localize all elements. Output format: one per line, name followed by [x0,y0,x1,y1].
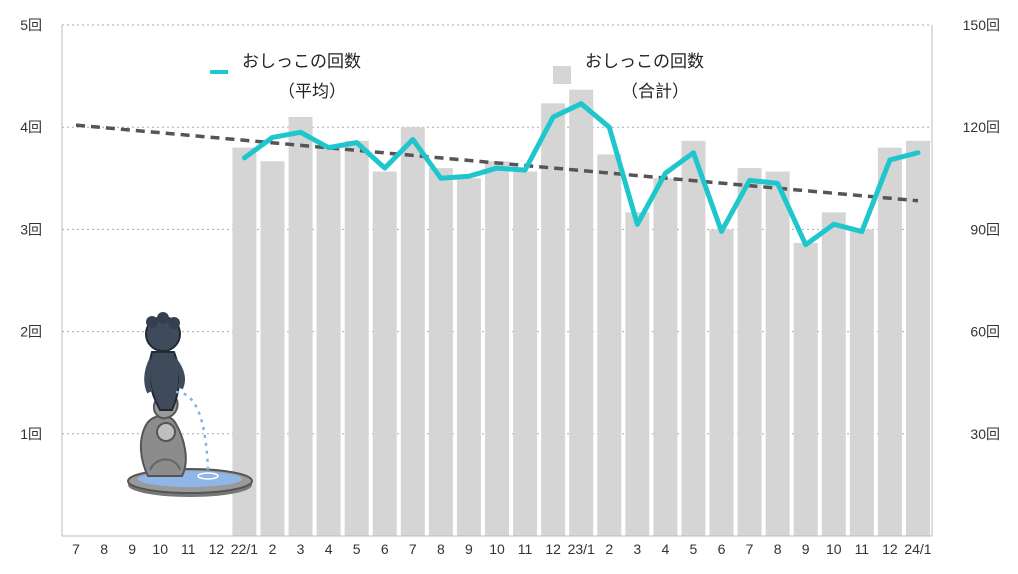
right-axis-ticks: 30回 60回 90回 120回 150回 [963,17,1000,442]
x-tick-label: 12 [882,541,898,557]
bar [625,212,650,536]
x-tick-label: 8 [437,541,445,557]
bar [485,161,509,536]
x-tick-label: 9 [128,541,136,557]
legend-line-swatch [210,70,228,74]
x-tick-label: 12 [209,541,225,557]
legend-bar-sublabel: （合計） [621,82,689,102]
legend-bar-label: おしっこの回数 [585,52,704,72]
manneken-pis-illustration [127,312,253,497]
left-tick-label: 3回 [20,221,42,237]
bar [569,89,594,536]
x-tick-label: 24/1 [904,541,931,557]
bar [541,103,566,536]
legend-bar-swatch [553,66,571,84]
x-tick-label: 8 [100,541,108,557]
axis-frame [61,25,933,537]
average-line-path [241,101,921,248]
x-tick-label: 11 [518,541,533,557]
bar [765,171,790,536]
x-tick-label: 10 [489,541,505,557]
x-tick-label: 3 [633,541,641,557]
x-tick-label: 2 [605,541,613,557]
x-tick-label: 3 [297,541,305,557]
bar [456,178,481,537]
x-tick-label: 9 [465,541,473,557]
x-tick-label: 7 [409,541,417,557]
legend-line-sublabel: （平均） [278,82,346,102]
bar [372,171,397,536]
left-axis-ticks: 1回 2回 3回 4回 5回 [20,17,42,442]
left-tick-label: 4回 [20,119,42,135]
trend-line-path [75,123,919,203]
bar [877,147,902,536]
x-tick-label: 11 [855,541,870,557]
legend: おしっこの回数 （平均） おしっこの回数 （合計） [210,52,704,102]
average-line [241,101,921,248]
x-tick-label: 11 [181,541,196,557]
right-tick-label: 60回 [970,324,1000,340]
bar [849,229,874,536]
bar [513,171,538,536]
right-tick-label: 150回 [963,17,1000,33]
x-tick-label: 6 [718,541,726,557]
bar [288,116,313,536]
bar [737,168,762,536]
bar [232,147,257,536]
legend-line-label: おしっこの回数 [242,52,361,72]
x-tick-label: 8 [774,541,782,557]
bar [597,154,622,536]
x-tick-label: 7 [72,541,80,557]
x-tick-label: 9 [802,541,810,557]
bar [428,168,453,536]
trend-line [75,123,919,203]
x-tick-label: 7 [746,541,754,557]
left-tick-label: 5回 [20,17,42,33]
bar [905,140,930,536]
bar [653,178,678,537]
bar [344,140,369,536]
x-axis-ticks: 7 8 9 10 11 12 22/1 2 3 4 5 6 7 8 9 10 11 12 23/1 2 3 4 5 6 7 8 9 1… [72,541,932,557]
left-tick-label: 1回 [20,426,42,442]
x-tick-label: 5 [353,541,361,557]
bar [316,147,341,536]
x-tick-label: 12 [545,541,561,557]
bars [232,89,930,537]
bar [793,243,818,536]
bar [709,229,734,536]
bar [260,161,285,536]
x-tick-label: 6 [381,541,389,557]
bar [400,127,425,536]
x-tick-label: 10 [826,541,842,557]
bar [681,140,706,536]
x-tick-label: 23/1 [568,541,595,557]
left-tick-label: 2回 [20,324,42,340]
right-tick-label: 120回 [963,119,1000,135]
x-tick-label: 22/1 [231,541,258,557]
x-tick-label: 2 [269,541,277,557]
bar [821,212,846,536]
x-tick-label: 5 [690,541,698,557]
right-tick-label: 90回 [970,221,1000,237]
x-tick-label: 4 [325,541,333,557]
right-tick-label: 30回 [970,426,1000,442]
x-tick-label: 4 [661,541,669,557]
x-tick-label: 10 [152,541,168,557]
